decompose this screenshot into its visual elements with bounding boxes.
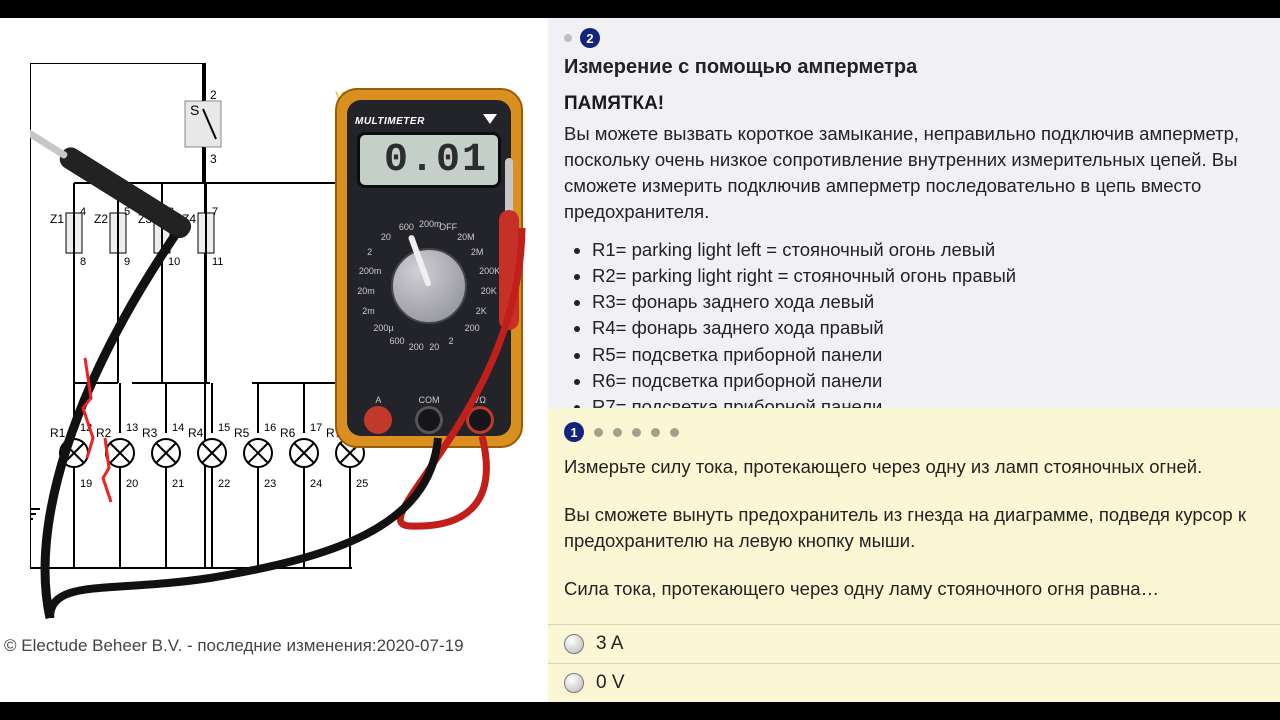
svg-text:20: 20: [126, 478, 138, 490]
dial-tick-label: 200m: [419, 219, 442, 229]
quiz-line-2: Вы сможете вынуть предохранитель из гнез…: [564, 502, 1264, 554]
quiz-step-dot[interactable]: 1: [564, 422, 584, 442]
svg-text:10: 10: [168, 256, 180, 268]
svg-text:11: 11: [212, 256, 223, 268]
radio-icon: [564, 673, 584, 693]
svg-text:24: 24: [310, 478, 322, 490]
legend-item: R6= подсветка приборной панели: [592, 368, 1264, 394]
legend-item: R7= подсветка приборной панели: [592, 394, 1264, 408]
quiz-panel: 1 Измерьте силу тока, протекающего через…: [548, 408, 1280, 702]
svg-text:8: 8: [80, 256, 86, 268]
legend-item: R5= подсветка приборной панели: [592, 342, 1264, 368]
svg-text:Z4: Z4: [182, 212, 196, 226]
dial-tick-label: OFF: [439, 222, 457, 232]
dial-tick-label: 200m: [359, 266, 382, 276]
svg-text:7: 7: [212, 206, 218, 218]
lesson-info: 2 Измерение с помощью амперметра ПАМЯТКА…: [548, 18, 1280, 408]
dial-tick-label: 200: [409, 342, 424, 352]
dial-tick-label: 600: [389, 336, 404, 346]
dial-tick-label: 2K: [476, 306, 487, 316]
svg-text:R3: R3: [142, 426, 158, 440]
quiz-step-dot[interactable]: [651, 428, 660, 437]
quiz-line-1: Измерьте силу тока, протекающего через о…: [564, 454, 1264, 480]
answer-label: 3 A: [596, 633, 623, 655]
quiz-step-dot[interactable]: [594, 428, 603, 437]
lesson-title: Измерение с помощью амперметра: [564, 56, 1264, 79]
svg-text:R1: R1: [50, 426, 66, 440]
dial-tick-label: 200µ: [373, 323, 393, 333]
answer-label: 0 V: [596, 672, 625, 694]
step-dot[interactable]: [564, 34, 572, 42]
svg-text:Z3: Z3: [138, 212, 152, 226]
svg-text:16: 16: [264, 422, 276, 434]
quiz-step-dot[interactable]: [670, 428, 679, 437]
quiz-step-indicator: 1: [564, 422, 1264, 442]
component-legend: R1= parking light left = стояночный огон…: [564, 237, 1264, 408]
dial-tick-label: 200: [465, 323, 480, 333]
step-badge[interactable]: 2: [580, 28, 600, 48]
multimeter-display: 0.01: [357, 132, 501, 188]
meter-hold-icon: [483, 114, 497, 124]
dial-tick-label: 2m: [362, 306, 375, 316]
quiz-step-dot[interactable]: [632, 428, 641, 437]
answer-option[interactable]: 0 V: [548, 663, 1280, 702]
answer-option[interactable]: 3 A: [548, 624, 1280, 663]
svg-text:R2: R2: [96, 426, 112, 440]
lesson-step-indicator: 2: [564, 28, 1264, 48]
svg-text:23: 23: [264, 478, 276, 490]
svg-text:R4: R4: [188, 426, 204, 440]
memo-heading: ПАМЯТКА!: [564, 93, 1264, 115]
dial-tick-label: 2M: [471, 247, 484, 257]
svg-text:4: 4: [80, 206, 86, 218]
multimeter-reading: 0.01: [384, 138, 488, 183]
dial-tick-label: 600: [399, 222, 414, 232]
svg-text:Z1: Z1: [50, 212, 64, 226]
svg-text:19: 19: [80, 478, 92, 490]
svg-text:22: 22: [218, 478, 230, 490]
jack-amp[interactable]: A: [364, 406, 392, 434]
legend-item: R2= parking light right = стояночный ого…: [592, 263, 1264, 289]
svg-text:2: 2: [210, 88, 217, 102]
legend-item: R3= фонарь заднего хода левый: [592, 289, 1264, 315]
switch-label: S: [190, 102, 199, 118]
svg-text:6: 6: [168, 206, 174, 218]
quiz-line-3: Сила тока, протекающего через одну ламу …: [564, 576, 1264, 602]
dial-tick-label: 2: [367, 247, 372, 257]
jack-com[interactable]: COM: [415, 406, 443, 434]
svg-text:17: 17: [310, 422, 322, 434]
dial-tick-label: 2: [449, 336, 454, 346]
dial-tick-label: 20m: [357, 286, 375, 296]
dial-tick-label: 20M: [457, 232, 475, 242]
svg-text:R6: R6: [280, 426, 296, 440]
svg-text:3: 3: [210, 152, 217, 166]
svg-text:25: 25: [356, 478, 368, 490]
probe-red[interactable]: [495, 158, 527, 438]
jack-volt[interactable]: VΩ: [466, 406, 494, 434]
svg-text:5: 5: [124, 206, 130, 218]
simulation-panel: S 2 3 Z1 4 8 Z2 5 9 Z3 6 10: [0, 18, 548, 702]
legend-item: R1= parking light left = стояночный огон…: [592, 237, 1264, 263]
radio-icon: [564, 634, 584, 654]
dial-tick-label: 20: [381, 232, 391, 242]
svg-text:12: 12: [80, 422, 92, 434]
multimeter-dial[interactable]: 200mOFF20M2M200K20K2K200220200600200µ2m2…: [353, 210, 505, 362]
svg-text:15: 15: [218, 422, 230, 434]
legend-item: R4= фонарь заднего хода правый: [592, 315, 1264, 341]
dial-tick-label: 20: [429, 342, 439, 352]
answer-list: 3 A 0 V: [548, 624, 1280, 702]
memo-paragraph: Вы можете вызвать короткое замыкание, не…: [564, 121, 1264, 225]
svg-text:Z2: Z2: [94, 212, 108, 226]
circuit-diagram[interactable]: S 2 3 Z1 4 8 Z2 5 9 Z3 6 10: [30, 63, 370, 603]
multimeter-brand: MULTIMETER: [355, 116, 425, 127]
copyright: © Electude Beheer B.V. - последние измен…: [4, 636, 464, 656]
svg-text:9: 9: [124, 256, 130, 268]
svg-text:13: 13: [126, 422, 138, 434]
svg-text:21: 21: [172, 478, 184, 490]
svg-text:R5: R5: [234, 426, 250, 440]
quiz-step-dot[interactable]: [613, 428, 622, 437]
svg-text:14: 14: [172, 422, 184, 434]
instruction-panel: 2 Измерение с помощью амперметра ПАМЯТКА…: [548, 18, 1280, 702]
